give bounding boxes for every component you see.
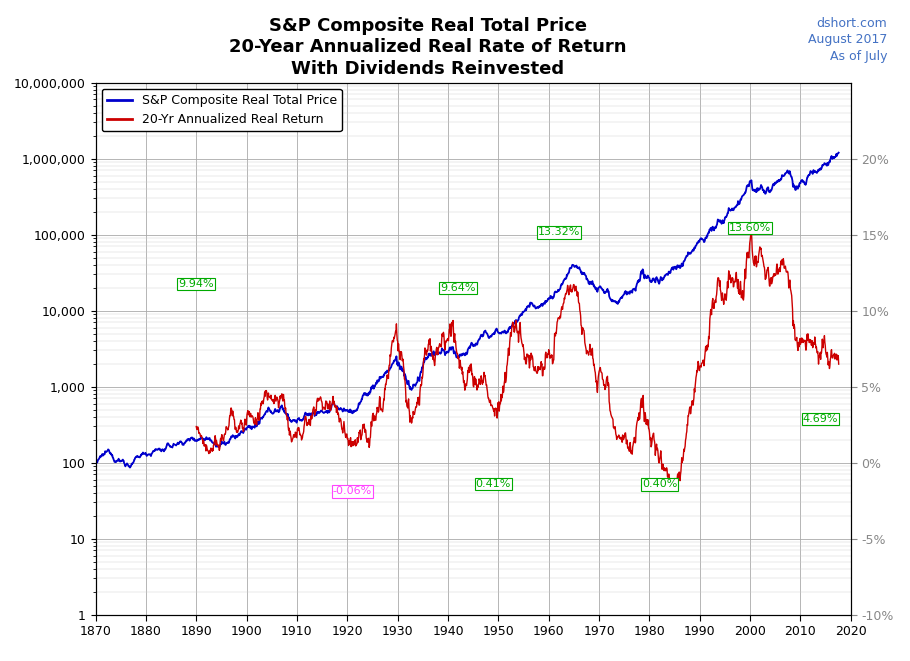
Text: 0.40%: 0.40% [642, 479, 677, 489]
Text: dshort.com: dshort.com [816, 17, 887, 30]
Text: 13.32%: 13.32% [538, 227, 580, 237]
Legend: S&P Composite Real Total Price, 20-Yr Annualized Real Return: S&P Composite Real Total Price, 20-Yr An… [102, 89, 342, 131]
Text: August 2017: August 2017 [808, 33, 887, 46]
Text: -0.06%: -0.06% [333, 486, 372, 496]
Text: 9.94%: 9.94% [178, 279, 214, 289]
Text: 13.60%: 13.60% [729, 223, 772, 233]
Text: 20-Year Annualized Real Rate of Return: 20-Year Annualized Real Rate of Return [229, 38, 626, 56]
Text: 0.41%: 0.41% [476, 479, 511, 489]
Text: 9.64%: 9.64% [440, 284, 476, 293]
Text: 4.69%: 4.69% [803, 414, 838, 424]
Text: S&P Composite Real Total Price: S&P Composite Real Total Price [268, 17, 587, 34]
Text: As of July: As of July [830, 50, 887, 63]
Text: With Dividends Reinvested: With Dividends Reinvested [291, 60, 564, 78]
